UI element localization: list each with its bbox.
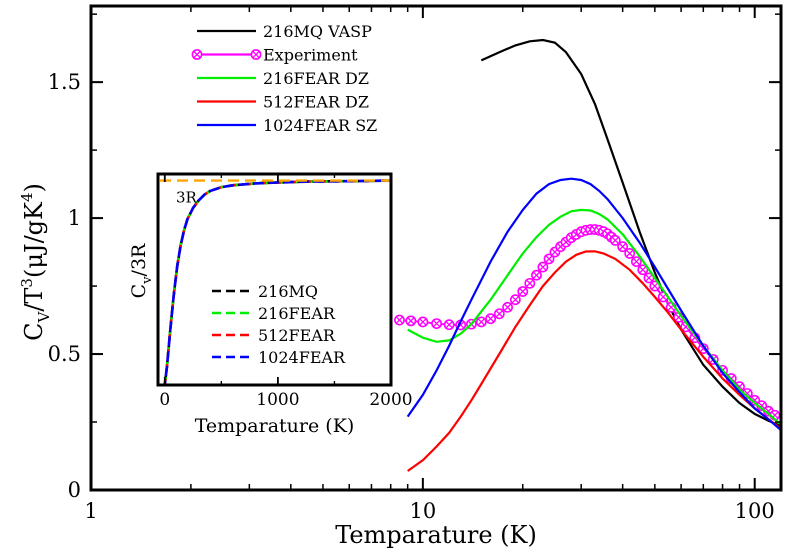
legend-label: 512FEAR DZ [263, 93, 369, 112]
legend-label: 216MQ VASP [263, 22, 372, 41]
main-series-group [395, 40, 781, 471]
data-point-experiment [525, 279, 534, 288]
data-point-experiment [495, 309, 504, 318]
x-tick-label: 10 [409, 499, 436, 523]
inset-x-axis-label: Temparature (K) [195, 415, 355, 437]
legend-item-1024fear-sz: 1024FEAR SZ [197, 116, 377, 135]
data-point-experiment [503, 303, 512, 312]
data-point-experiment [395, 315, 404, 324]
inset-legend-label: 216MQ [258, 282, 318, 301]
main-plot: 0 0.5 1 1.5 1 10 100 Temparature (K) CV/T3(μJ/gK… [18, 6, 781, 549]
data-point-experiment [511, 295, 520, 304]
data-point-experiment [632, 257, 641, 266]
y-axis-label: CV/T3(μJ/gK4) [18, 183, 53, 341]
x-tick-label: 100 [735, 499, 775, 523]
data-point-experiment [486, 314, 495, 323]
data-point-experiment [432, 319, 441, 328]
data-point-experiment [418, 317, 427, 326]
inset-x-tick-label: 2000 [369, 390, 412, 410]
inset-plot: 3R 0 1000 2000 Temparature (K) Cv/3R 216MQ 216F… [128, 174, 413, 437]
x-tick-label: 1 [84, 499, 97, 523]
legend-label: 216FEAR DZ [263, 69, 369, 88]
y-tick-label: 1.5 [48, 70, 81, 94]
legend-item-experiment: Experiment [192, 46, 358, 65]
data-point-experiment [538, 262, 547, 271]
inset-legend-label: 512FEAR [258, 326, 336, 345]
legend-label: 1024FEAR SZ [263, 116, 377, 135]
inset-y-axis-label: Cv/3R [128, 243, 155, 298]
data-point-experiment [518, 287, 527, 296]
main-legend: 216MQ VASP Experiment 216FEAR DZ 512FEAR DZ… [192, 22, 377, 135]
data-point-experiment [625, 249, 634, 258]
series-line-experiment [399, 230, 775, 416]
reference-label-3r: 3R [176, 189, 198, 207]
series-line-1024fear-sz [408, 179, 781, 431]
data-point-experiment [532, 271, 541, 280]
x-axis-label: Temparature (K) [335, 521, 537, 549]
y-tick-label: 1 [68, 206, 81, 230]
y-tick-label: 0 [68, 478, 81, 502]
y-tick-label: 0.5 [48, 342, 81, 366]
inset-x-tick-label: 1000 [256, 390, 299, 410]
legend-item-216mq-vasp: 216MQ VASP [197, 22, 372, 41]
data-point-experiment [477, 317, 486, 326]
data-point-experiment [445, 320, 454, 329]
chart-canvas: 0 0.5 1 1.5 1 10 100 Temparature (K) CV/T3(μJ/gK… [0, 0, 789, 550]
legend-item-512fear-dz: 512FEAR DZ [197, 93, 369, 112]
inset-legend-label: 1024FEAR [258, 348, 346, 367]
legend-item-216fear-dz: 216FEAR DZ [197, 69, 369, 88]
legend-label: Experiment [263, 46, 358, 65]
inset-x-tick-label: 0 [159, 390, 170, 410]
inset-legend-label: 216FEAR [258, 304, 336, 323]
series-line-216mq-vasp [481, 40, 781, 426]
data-point-experiment [406, 316, 415, 325]
series-line-512fear-dz [408, 251, 781, 471]
